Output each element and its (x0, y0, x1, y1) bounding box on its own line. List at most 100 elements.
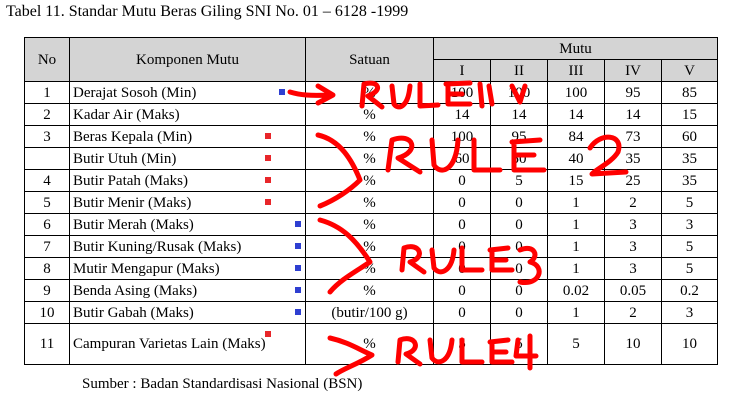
cell-grade-value: 95 (490, 125, 548, 148)
cell-grade-value: 5 (660, 235, 719, 258)
komponen-label: Butir Kuning/Rusak (Maks) (73, 238, 242, 255)
cell-komponen: Kadar Air (Maks) (69, 103, 306, 126)
cell-satuan: % (305, 213, 434, 236)
komponen-label: Butir Menir (Maks) (73, 194, 192, 211)
red-marker-icon (265, 133, 271, 139)
blue-marker-icon (279, 89, 285, 95)
cell-satuan: % (305, 125, 434, 148)
table-row: 9 Benda Asing (Maks)% 0 0 0.02 0.05 0.2 (24, 279, 719, 302)
blue-marker-icon (295, 265, 301, 271)
red-marker-icon (265, 331, 271, 337)
header-mutu: Mutu (432, 37, 719, 60)
komponen-label: Campuran Varietas Lain (Maks) (73, 336, 266, 352)
cell-komponen: Campuran Varietas Lain (Maks) (69, 323, 306, 365)
cell-grade-value: 100 (490, 81, 548, 104)
cell-grade-value: 0.02 (547, 279, 605, 302)
source-note: Sumber : Badan Standardisasi Nasional (B… (82, 376, 363, 392)
cell-grade-value: 1 (547, 235, 605, 258)
blue-marker-icon (295, 221, 301, 227)
cell-komponen: Butir Merah (Maks) (69, 213, 306, 236)
table-row: 3 Beras Kepala (Min)% 100 95 84 73 60 (24, 125, 719, 148)
red-marker-icon (265, 155, 271, 161)
cell-grade-value: 5 (433, 323, 491, 365)
komponen-label: Mutir Mengapur (Maks) (73, 260, 220, 277)
cell-satuan: % (305, 191, 434, 214)
cell-grade-value: 0 (433, 301, 491, 324)
cell-grade-value: 25 (604, 169, 662, 192)
header-komponen: Komponen Mutu (69, 37, 306, 82)
cell-no: 5 (24, 191, 70, 214)
cell-no: 9 (24, 279, 70, 302)
header-grade: V (660, 59, 719, 82)
cell-satuan: % (305, 103, 434, 126)
cell-satuan: % (305, 235, 434, 258)
cell-no: 3 (24, 125, 70, 148)
cell-no: 11 (24, 323, 70, 365)
table-row: 4 Butir Patah (Maks)% 0 5 15 25 35 (24, 169, 719, 192)
cell-grade-value: 3 (604, 235, 662, 258)
cell-grade-value: 60 (433, 147, 491, 170)
cell-komponen: Butir Gabah (Maks) (69, 301, 306, 324)
cell-satuan: % (305, 169, 434, 192)
cell-no: 8 (24, 257, 70, 280)
cell-satuan: % (305, 81, 434, 104)
table-row: Butir Utuh (Min)% 60 50 40 35 35 (24, 147, 719, 170)
komponen-label: Butir Patah (Maks) (73, 172, 188, 189)
table-row: 1 Derajat Sosoh (Min)% 100 100 100 95 85 (24, 81, 719, 104)
cell-grade-value: 60 (660, 125, 719, 148)
komponen-label: Beras Kepala (Min) (73, 128, 193, 145)
table-body: 1 Derajat Sosoh (Min)% 100 100 100 95 85 2 Kadar… (24, 81, 719, 365)
cell-no: 1 (24, 81, 70, 104)
cell-komponen: Butir Utuh (Min) (69, 147, 306, 170)
cell-grade-value: 0 (433, 169, 491, 192)
cell-satuan: % (305, 147, 434, 170)
cell-satuan: % (305, 323, 434, 365)
cell-grade-value: 0 (433, 235, 491, 258)
cell-satuan: % (305, 279, 434, 302)
table-row: 8 Mutir Mengapur (Maks)% 0 0 1 3 5 (24, 257, 719, 280)
cell-grade-value: 0 (490, 191, 548, 214)
cell-no: 4 (24, 169, 70, 192)
cell-grade-value: 0.2 (660, 279, 719, 302)
komponen-label: Butir Utuh (Min) (73, 150, 177, 167)
table-row: 2 Kadar Air (Maks)% 14 14 14 14 15 (24, 103, 719, 126)
cell-komponen: Beras Kepala (Min) (69, 125, 306, 148)
cell-komponen: Butir Kuning/Rusak (Maks) (69, 235, 306, 258)
cell-grade-value: 0 (433, 279, 491, 302)
cell-grade-value: 14 (604, 103, 662, 126)
cell-grade-value: 0 (433, 257, 491, 280)
cell-grade-value: 5 (490, 169, 548, 192)
cell-no: 7 (24, 235, 70, 258)
cell-grade-value: 0.05 (604, 279, 662, 302)
cell-grade-value: 85 (660, 81, 719, 104)
cell-grade-value: 1 (547, 301, 605, 324)
cell-grade-value: 1 (547, 257, 605, 280)
table-row: 5 Butir Menir (Maks)% 0 0 1 2 5 (24, 191, 719, 214)
cell-grade-value: 3 (660, 213, 719, 236)
cell-grade-value: 0 (490, 213, 548, 236)
header-grade: III (547, 59, 605, 82)
cell-komponen: Butir Patah (Maks) (69, 169, 306, 192)
header-grade: II (490, 59, 548, 82)
cell-no: 6 (24, 213, 70, 236)
cell-grade-value: 2 (604, 301, 662, 324)
cell-grade-value: 84 (547, 125, 605, 148)
cell-grade-value: 73 (604, 125, 662, 148)
komponen-label: Derajat Sosoh (Min) (73, 84, 197, 101)
cell-satuan: (butir/100 g) (305, 301, 434, 324)
komponen-label: Butir Gabah (Maks) (73, 304, 194, 321)
blue-marker-icon (295, 243, 301, 249)
cell-satuan: % (305, 257, 434, 280)
cell-grade-value: 10 (660, 323, 719, 365)
cell-grade-value: 14 (490, 103, 548, 126)
cell-no (24, 147, 70, 170)
cell-grade-value: 14 (433, 103, 491, 126)
table-row: 6 Butir Merah (Maks)% 0 0 1 3 3 (24, 213, 719, 236)
komponen-label: Kadar Air (Maks) (73, 106, 180, 123)
cell-grade-value: 5 (490, 323, 548, 365)
cell-grade-value: 0 (433, 213, 491, 236)
cell-grade-value: 1 (547, 191, 605, 214)
cell-grade-value: 0 (490, 301, 548, 324)
komponen-label: Benda Asing (Maks) (73, 282, 198, 299)
cell-komponen: Benda Asing (Maks) (69, 279, 306, 302)
